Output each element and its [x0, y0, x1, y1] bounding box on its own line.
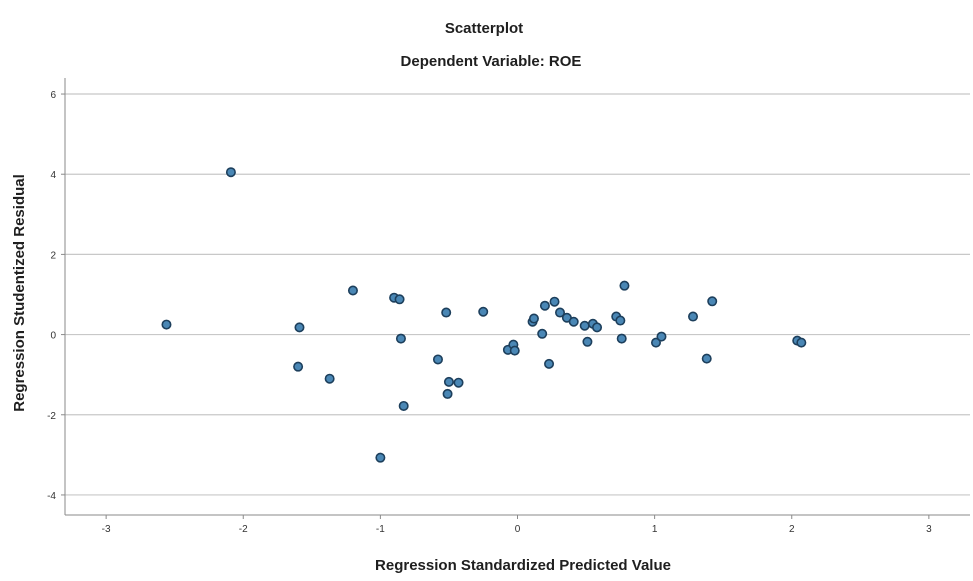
scatter-point-12 — [432, 354, 443, 365]
scatter-point-4 — [293, 361, 304, 372]
scatter-point-1 — [161, 319, 172, 330]
scatter-point-8 — [394, 294, 405, 305]
scatter-point-40 — [688, 311, 699, 322]
scatter-point-27 — [555, 307, 566, 318]
scatter-point-41 — [701, 353, 712, 364]
x-tick-label--3: -3 — [102, 524, 111, 535]
scatter-point-31 — [582, 336, 593, 347]
scatter-point-16 — [453, 377, 464, 388]
y-axis-title: Regression Studentized Residual — [11, 174, 28, 412]
scatter-point-13 — [441, 307, 452, 318]
scatter-point-11 — [375, 452, 386, 463]
x-axis-ticks: -3 -2 -1 0 1 2 3 — [102, 515, 932, 535]
scatter-point-26 — [549, 296, 560, 307]
y-tick-label--4: -4 — [47, 491, 56, 502]
scatter-point-23 — [537, 328, 548, 339]
x-tick-label--1: -1 — [376, 524, 385, 535]
scatter-point-36 — [616, 333, 627, 344]
scatter-point-20 — [509, 345, 520, 356]
scatter-point-29 — [568, 316, 579, 327]
scatter-point-33 — [592, 322, 603, 333]
y-tick-label-6: 6 — [50, 90, 56, 101]
scatter-point-14 — [443, 376, 454, 387]
scatter-point-25 — [544, 358, 555, 369]
scatter-point-44 — [796, 337, 807, 348]
y-tick-label-4: 4 — [50, 170, 56, 181]
scatter-point-30 — [579, 320, 590, 331]
y-tick-label-2: 2 — [50, 250, 56, 261]
scatter-point-35 — [615, 315, 626, 326]
x-tick-label-1: 1 — [652, 524, 658, 535]
horizontal-gridlines — [65, 93, 970, 496]
scatter-point-5 — [324, 373, 335, 384]
y-tick-label--2: -2 — [47, 411, 56, 422]
scatter-point-22 — [528, 313, 539, 324]
x-tick-label-0: 0 — [515, 524, 521, 535]
axes — [64, 78, 970, 516]
scatter-point-10 — [398, 400, 409, 411]
chart-title: Scatterplot — [445, 20, 523, 37]
chart-subtitle: Dependent Variable: ROE — [401, 53, 582, 70]
x-tick-label--2: -2 — [239, 524, 248, 535]
scatter-point-38 — [650, 337, 661, 348]
data-points — [161, 167, 807, 463]
scatter-point-9 — [395, 333, 406, 344]
scatter-point-6 — [347, 285, 358, 296]
scatter-point-24 — [539, 300, 550, 311]
scatter-point-39 — [656, 331, 667, 342]
x-tick-label-2: 2 — [789, 524, 795, 535]
scatter-point-15 — [442, 388, 453, 399]
y-tick-label-0: 0 — [50, 331, 56, 342]
scatter-point-3 — [294, 322, 305, 333]
x-axis-title: Regression Standardized Predicted Value — [375, 557, 671, 574]
scatter-point-37 — [619, 280, 630, 291]
x-tick-label-3: 3 — [926, 524, 932, 535]
y-axis-ticks: -4 -2 0 2 4 6 — [47, 90, 65, 502]
scatter-point-17 — [478, 306, 489, 317]
scatter-point-42 — [707, 296, 718, 307]
scatter-point-2 — [225, 167, 236, 178]
